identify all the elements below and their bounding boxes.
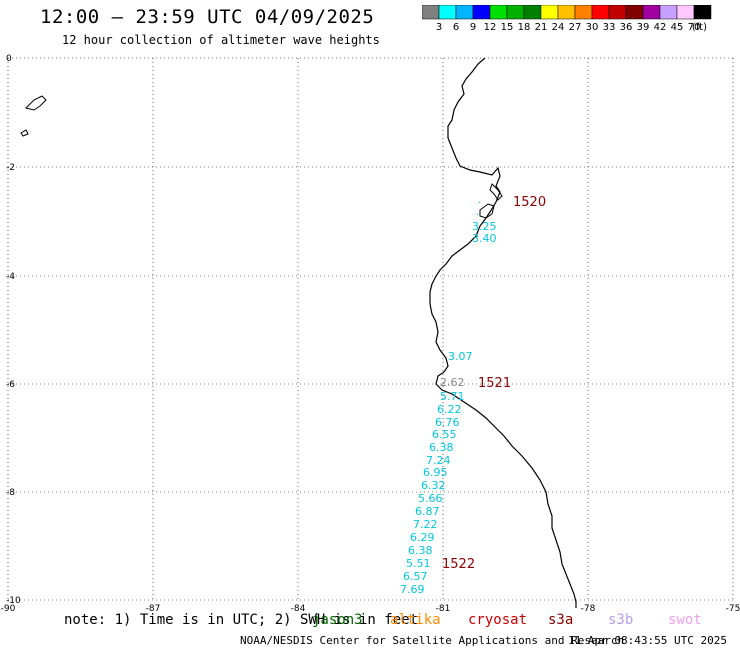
wave-height-reading: 6.55 xyxy=(432,428,457,441)
axis-tick-labels: 0 -2 -4 -6 -8 -10-90 -87 -84 -81 -78 -75 xyxy=(1,54,740,614)
legend-label: 42 xyxy=(654,22,667,33)
longitude-label: -75 xyxy=(726,604,740,614)
longitude-label: -87 xyxy=(146,604,161,614)
satellite-legend-item-jason3: jason3 xyxy=(312,612,363,628)
legend-label: 27 xyxy=(569,22,582,33)
legend-label: 33 xyxy=(603,22,616,33)
wave-height-color-legend: 3 6 9 12 15 18 21 24 27 30 33 36 39 42 45 70(ft) xyxy=(422,5,712,33)
wave-height-reading: 3.07 xyxy=(448,350,473,363)
wave-height-reading: 7.69 xyxy=(400,583,425,596)
map-subtitle: 12 hour collection of altimeter wave hei… xyxy=(62,33,380,47)
wave-height-reading: 5.71 xyxy=(440,390,465,403)
latitude-label: 0 xyxy=(6,54,12,64)
longitude-label: -84 xyxy=(291,604,306,614)
gulf-of-guayaquil-island xyxy=(479,203,495,219)
legend-label: 3 xyxy=(436,22,442,33)
latitude-label: -2 xyxy=(6,163,15,173)
legend-label: 24 xyxy=(552,22,565,33)
legend-label: 21 xyxy=(535,22,548,33)
latitude-label: -10 xyxy=(6,596,21,606)
satellite-legend-item-altika: altika xyxy=(390,612,441,628)
generation-timestamp: 11 Apr 08:43:55 UTC 2025 xyxy=(568,634,727,647)
satellite-legend-item-cryosat: cryosat xyxy=(468,612,528,628)
legend-unit: (ft) xyxy=(692,22,707,33)
longitude-label: -78 xyxy=(581,604,596,614)
wave-height-marker: · xyxy=(476,208,480,221)
legend-label: 36 xyxy=(620,22,633,33)
legend-label: 18 xyxy=(518,22,531,33)
coastline xyxy=(20,57,577,608)
wave-height-marker: · xyxy=(478,196,482,209)
wave-height-reading: 6.57 xyxy=(403,570,428,583)
wave-height-reading: 5.51 xyxy=(406,557,431,570)
longitude-label: -90 xyxy=(1,604,16,614)
wave-height-reading: 6.38 xyxy=(408,544,433,557)
legend-label: 9 xyxy=(470,22,476,33)
wave-height-reading: 6.38 xyxy=(429,441,454,454)
galapagos-island xyxy=(25,95,47,111)
wave-height-reading: 3.40 xyxy=(472,232,497,245)
pass-time-labels: 1520 1521 1522 xyxy=(442,195,546,572)
wave-height-reading: 6.32 xyxy=(421,479,446,492)
wave-height-reading: 6.76 xyxy=(435,416,460,429)
pass-time-label: 1522 xyxy=(442,557,475,572)
legend-label: 39 xyxy=(637,22,650,33)
wave-height-reading: 5.66 xyxy=(418,492,443,505)
satellite-legend-item-swot: swot xyxy=(668,612,702,628)
wave-height-reading: 7.24 xyxy=(426,454,451,467)
wave-height-reading: 6.87 xyxy=(415,505,440,518)
galapagos-islet xyxy=(20,129,29,137)
latitude-label: -6 xyxy=(6,380,15,390)
longitude-label: -81 xyxy=(436,604,451,614)
estuary-outline xyxy=(489,183,503,201)
latitude-label: -8 xyxy=(6,488,15,498)
legend-label: 70 xyxy=(688,22,701,33)
satellite-legend-item-s3b: s3b xyxy=(608,612,634,628)
pass-time-label: 1521 xyxy=(478,376,511,391)
legend-swatch xyxy=(693,5,712,20)
wave-height-readings: 3.253.403.072.625.716.226.766.556.387.24… xyxy=(400,196,497,596)
pass-time-label: 1520 xyxy=(513,195,546,210)
satellite-legend-item-s3a: s3a xyxy=(548,612,574,628)
wave-height-reading: 6.22 xyxy=(437,403,462,416)
latitude-label: -4 xyxy=(6,272,15,282)
legend-label: 45 xyxy=(671,22,684,33)
map-title: 12:00 — 23:59 UTC 04/09/2025 xyxy=(40,6,375,28)
wave-height-reading: 6.29 xyxy=(410,531,435,544)
wave-height-reading: 6.95 xyxy=(423,466,448,479)
credit-line: NOAA/NESDIS Center for Satellite Applica… xyxy=(240,634,625,647)
lat-lon-grid xyxy=(7,57,734,601)
legend-label: 12 xyxy=(484,22,497,33)
wave-height-reading: 3.25 xyxy=(472,220,497,233)
legend-label: 30 xyxy=(586,22,599,33)
legend-label: 6 xyxy=(453,22,459,33)
units-note: note: 1) Time is in UTC; 2) SWH is in fe… xyxy=(64,612,419,628)
legend-label: 15 xyxy=(501,22,514,33)
wave-height-reading: 7.22 xyxy=(413,518,438,531)
wave-height-reading: 2.62 xyxy=(440,376,465,389)
ecuador-peru-coastline xyxy=(429,57,577,608)
